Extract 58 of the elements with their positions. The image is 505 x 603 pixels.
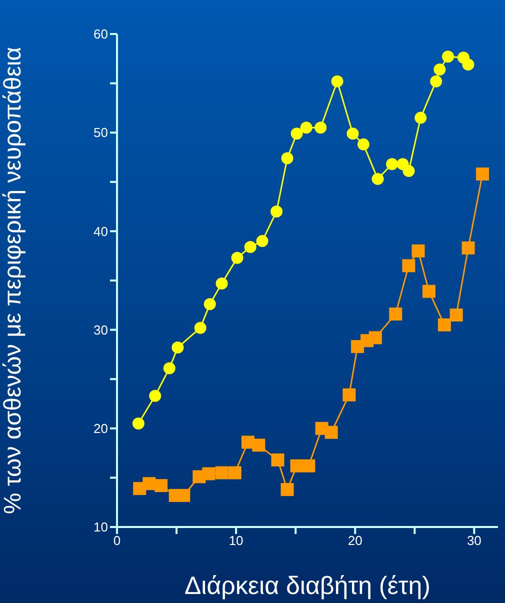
point: [346, 128, 359, 140]
point: [252, 438, 266, 452]
y-axis-title: % των ασθενών με περιφερική νευροπάθεια: [0, 46, 27, 514]
point: [386, 158, 398, 170]
point: [430, 75, 442, 88]
point: [132, 417, 144, 430]
point: [271, 453, 284, 466]
point: [204, 298, 216, 310]
x-tick-label: 10: [228, 533, 244, 548]
point: [372, 172, 384, 185]
point: [414, 112, 427, 124]
point: [281, 152, 294, 164]
x-tick-label: 20: [348, 533, 362, 548]
point: [434, 63, 446, 76]
point: [357, 138, 370, 150]
point: [149, 390, 162, 402]
point: [314, 122, 327, 134]
x-tick-label: 0: [113, 533, 121, 548]
point: [300, 122, 312, 134]
point: [172, 342, 184, 354]
point: [368, 331, 382, 344]
point: [302, 459, 316, 472]
point: [177, 488, 190, 502]
point: [442, 50, 454, 63]
point: [244, 240, 256, 253]
point: [280, 483, 294, 496]
point: [290, 128, 303, 140]
y-tick-label: 50: [94, 125, 108, 140]
point: [202, 467, 216, 480]
point: [389, 308, 402, 321]
point: [331, 75, 344, 88]
point: [194, 322, 206, 334]
point: [163, 362, 176, 374]
point: [154, 479, 168, 492]
point: [422, 284, 436, 298]
point: [324, 426, 338, 439]
point: [342, 388, 356, 402]
point: [228, 466, 242, 480]
point: [215, 466, 228, 480]
point: [256, 235, 268, 248]
point: [438, 318, 451, 332]
point: [476, 168, 490, 181]
y-tick-label: 60: [94, 26, 108, 42]
x-tick-label: 30: [466, 533, 482, 548]
point: [412, 244, 425, 258]
point: [450, 308, 463, 322]
x-axis-title: Διάρκεια διαβήτη (έτη): [184, 572, 431, 600]
point: [270, 205, 283, 218]
y-tick-label: 40: [94, 224, 108, 239]
y-tick-label: 30: [94, 322, 108, 338]
point: [462, 241, 475, 254]
point: [402, 259, 416, 272]
point: [462, 58, 474, 71]
point: [216, 277, 228, 290]
point: [231, 252, 244, 264]
point: [402, 165, 415, 178]
y-tick-label: 10: [94, 520, 108, 535]
y-tick-label: 20: [94, 421, 108, 436]
